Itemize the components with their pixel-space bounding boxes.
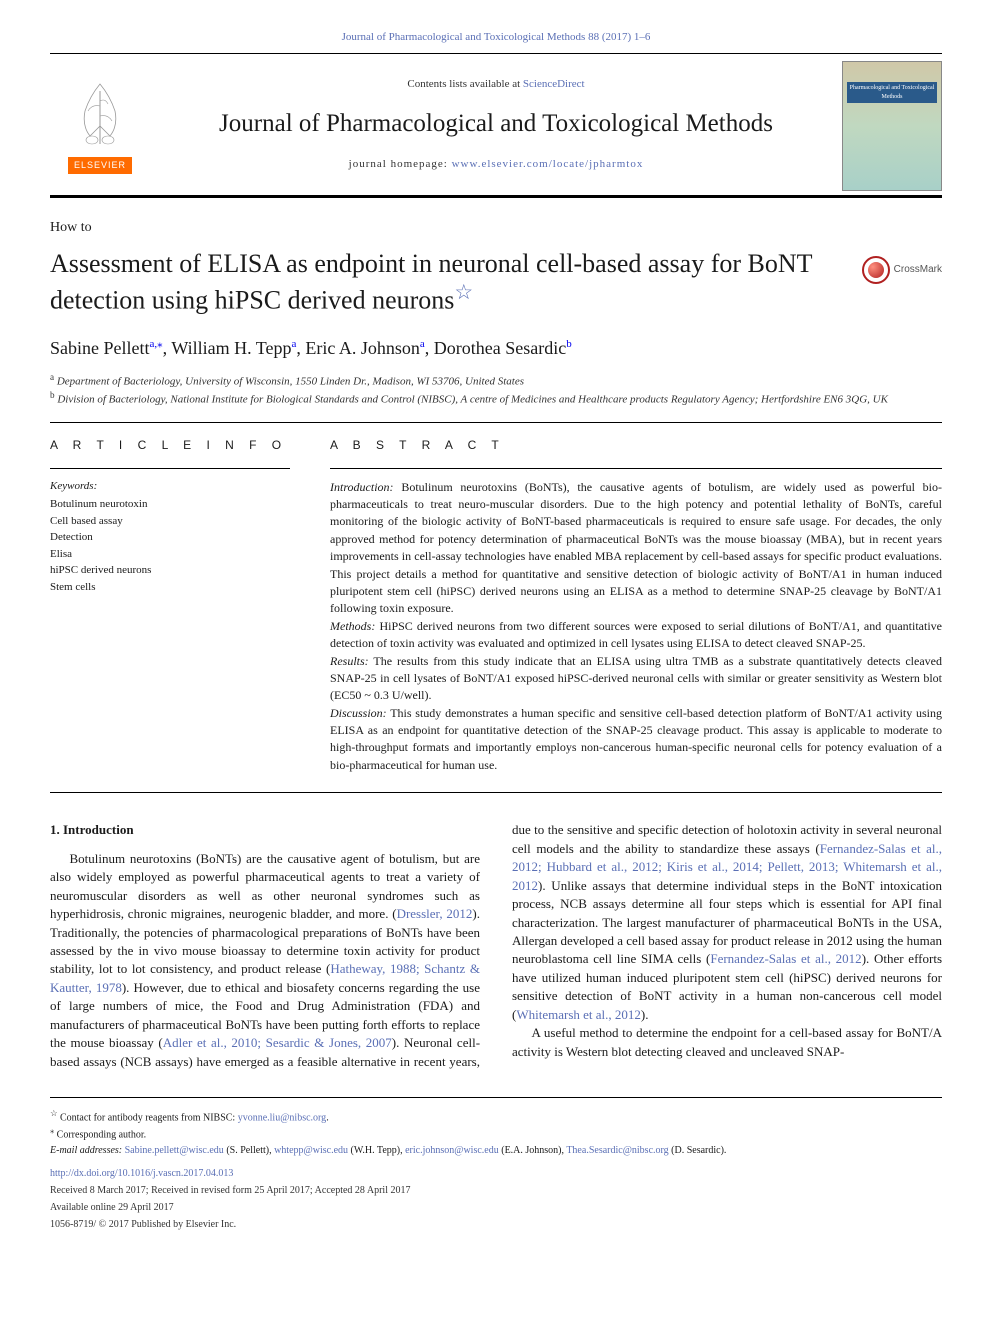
author: Sabine Pelletta,⁎ (50, 338, 163, 358)
corr-link[interactable]: ⁎ (157, 338, 163, 350)
email-label: E-mail addresses: (50, 1145, 122, 1156)
received-text: Received 8 March 2017; Received in revis… (50, 1183, 942, 1198)
article-info-header: A R T I C L E I N F O (50, 423, 290, 469)
keywords-label: Keywords: (50, 479, 290, 494)
elsevier-label: ELSEVIER (68, 157, 132, 174)
article-info-column: A R T I C L E I N F O Keywords: Botulinu… (50, 423, 290, 774)
available-text: Available online 29 April 2017 (50, 1200, 942, 1215)
copyright-text: 1056-8719/ © 2017 Published by Elsevier … (50, 1217, 942, 1232)
keyword: Detection (50, 529, 290, 546)
abstract-intro-text: Botulinum neurotoxins (BoNTs), the causa… (330, 480, 942, 616)
footnote-corresponding: ⁎ Corresponding author. (50, 1125, 942, 1142)
paragraph: A useful method to determine the endpoin… (512, 1024, 942, 1061)
email-link[interactable]: Sabine.pellett@wisc.edu (125, 1145, 224, 1156)
footnote-star: ☆ Contact for antibody reagents from NIB… (50, 1108, 942, 1125)
homepage-text: journal homepage: (349, 158, 452, 170)
sciencedirect-link[interactable]: ScienceDirect (523, 78, 585, 90)
aff-link[interactable]: b (566, 338, 572, 350)
contents-link-row: Contents lists available at ScienceDirec… (407, 77, 584, 92)
affiliation: a Department of Bacteriology, University… (50, 371, 942, 390)
author: Dorothea Sesardicb (434, 338, 572, 358)
author: Eric A. Johnsona (305, 338, 424, 358)
email-link[interactable]: Thea.Sesardic@nibsc.org (566, 1145, 668, 1156)
homepage-url-link[interactable]: www.elsevier.com/locate/jpharmtox (452, 158, 644, 170)
journal-cover-title: Pharmacological and Toxicological Method… (847, 82, 937, 103)
keyword: Cell based assay (50, 513, 290, 530)
abstract-methods-label: Methods: (330, 619, 375, 633)
elsevier-tree-icon (70, 76, 130, 151)
crossmark-label: CrossMark (894, 263, 942, 277)
abstract-intro-label: Introduction: (330, 480, 394, 494)
authors: Sabine Pelletta,⁎, William H. Teppa, Eri… (50, 336, 942, 361)
email-link[interactable]: eric.johnson@wisc.edu (405, 1145, 499, 1156)
email-link[interactable]: yvonne.liu@nibsc.org (238, 1112, 326, 1123)
journal-cover-thumbnail[interactable]: Pharmacological and Toxicological Method… (842, 61, 942, 191)
section-heading: 1. Introduction (50, 821, 480, 839)
crossmark-badge[interactable]: CrossMark (862, 256, 942, 284)
abstract-methods-text: HiPSC derived neurons from two different… (330, 619, 942, 650)
keyword: Botulinum neurotoxin (50, 496, 290, 513)
aff-link[interactable]: a (420, 338, 425, 350)
aff-link[interactable]: a, (149, 338, 157, 350)
abstract-header: A B S T R A C T (330, 423, 942, 469)
keyword: hiPSC derived neurons (50, 562, 290, 579)
abstract-text: Introduction: Botulinum neurotoxins (BoN… (330, 479, 942, 775)
top-citation: Journal of Pharmacological and Toxicolog… (50, 30, 942, 45)
keywords-list: Botulinum neurotoxin Cell based assay De… (50, 496, 290, 595)
citation-link[interactable]: Dressler, 2012 (397, 906, 473, 921)
abstract-column: A B S T R A C T Introduction: Botulinum … (330, 423, 942, 774)
homepage-link-row: journal homepage: www.elsevier.com/locat… (349, 157, 644, 172)
contents-text: Contents lists available at (407, 78, 522, 90)
footer: ☆ Contact for antibody reagents from NIB… (50, 1097, 942, 1232)
article-title: Assessment of ELISA as endpoint in neuro… (50, 248, 830, 318)
footnote-emails: E-mail addresses: Sabine.pellett@wisc.ed… (50, 1143, 942, 1158)
abstract-results-text: The results from this study indicate tha… (330, 654, 942, 703)
journal-name: Journal of Pharmacological and Toxicolog… (219, 106, 773, 141)
author: William H. Teppa (171, 338, 296, 358)
abstract-results-label: Results: (330, 654, 369, 668)
citation-link[interactable]: Adler et al., 2010; Sesardic & Jones, 20… (163, 1035, 392, 1050)
citation-link[interactable]: Whitemarsh et al., 2012 (516, 1007, 641, 1022)
email-link[interactable]: whtepp@wisc.edu (274, 1145, 348, 1156)
crossmark-icon (862, 256, 890, 284)
aff-link[interactable]: a (291, 338, 296, 350)
affiliation: b Division of Bacteriology, National Ins… (50, 389, 942, 408)
citation-link[interactable]: Fernandez-Salas et al., 2012 (710, 951, 861, 966)
keyword: Elisa (50, 546, 290, 563)
affiliations: a Department of Bacteriology, University… (50, 371, 942, 408)
keyword: Stem cells (50, 579, 290, 596)
article-type: How to (50, 218, 942, 238)
title-text: Assessment of ELISA as endpoint in neuro… (50, 249, 812, 315)
abstract-discussion-text: This study demonstrates a human specific… (330, 706, 942, 772)
title-footnote-star: ☆ (454, 281, 473, 304)
doi-link[interactable]: http://dx.doi.org/10.1016/j.vascn.2017.0… (50, 1166, 942, 1181)
body-text: 1. Introduction Botulinum neurotoxins (B… (50, 821, 942, 1071)
abstract-discussion-label: Discussion: (330, 706, 387, 720)
masthead: ELSEVIER Contents lists available at Sci… (50, 53, 942, 198)
elsevier-logo[interactable]: ELSEVIER (50, 54, 150, 195)
